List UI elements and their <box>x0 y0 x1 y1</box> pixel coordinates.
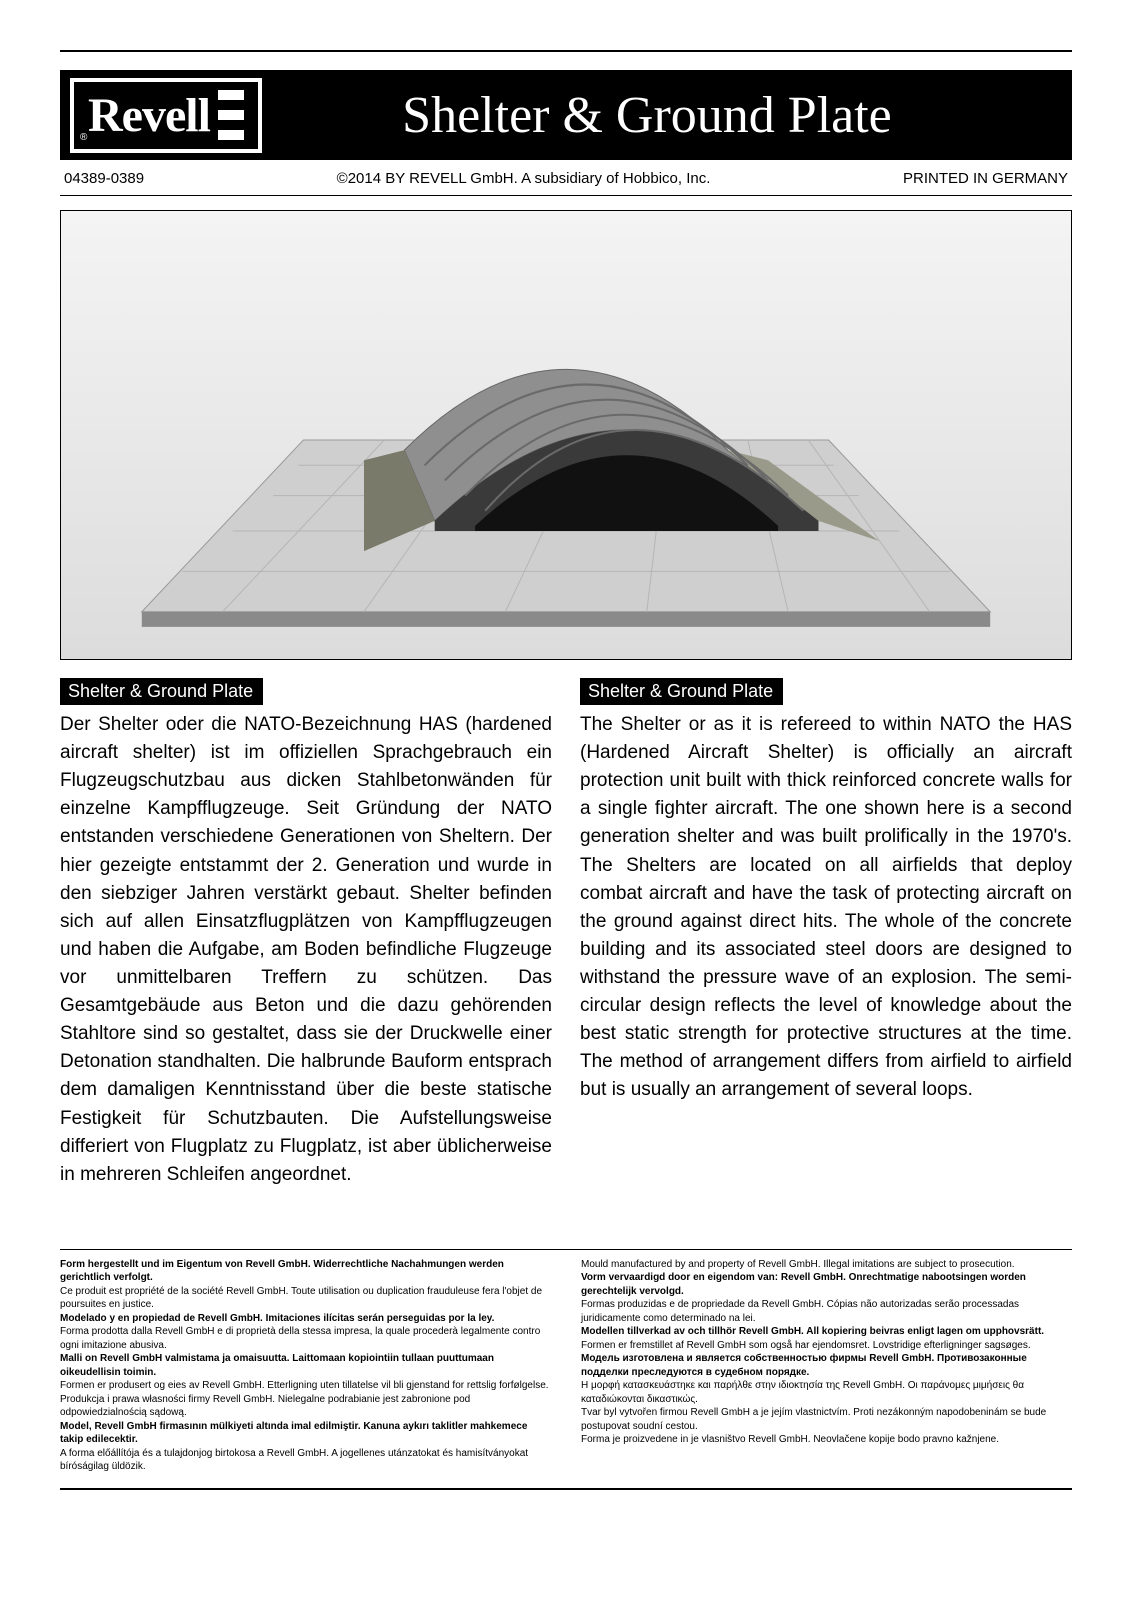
description-columns: Shelter & Ground Plate Der Shelter oder … <box>60 678 1072 1189</box>
logo-stripes-icon <box>218 90 244 140</box>
printed-in: PRINTED IN GERMANY <box>903 170 1068 187</box>
registered-mark: ® <box>80 132 87 143</box>
bottom-rule <box>60 1488 1072 1490</box>
column-body-en: The Shelter or as it is refereed to with… <box>580 711 1072 1105</box>
legal-block: Form hergestellt und im Eigentum von Rev… <box>60 1249 1072 1474</box>
column-english: Shelter & Ground Plate The Shelter or as… <box>580 678 1072 1189</box>
product-title: Shelter & Ground Plate <box>262 86 1052 145</box>
column-title-de: Shelter & Ground Plate <box>60 678 263 705</box>
meta-row: 04389-0389 ©2014 BY REVELL GmbH. A subsi… <box>60 160 1072 196</box>
column-body-de: Der Shelter oder die NATO-Bezeichnung HA… <box>60 711 552 1189</box>
legal-right: Mould manufactured by and property of Re… <box>581 1258 1072 1474</box>
shelter-illustration <box>61 211 1071 659</box>
top-rule <box>60 50 1072 52</box>
column-title-en: Shelter & Ground Plate <box>580 678 783 705</box>
instruction-sheet-page: ® Revell Shelter & Ground Plate 04389-03… <box>0 0 1132 1600</box>
copyright-line: ©2014 BY REVELL GmbH. A subsidiary of Ho… <box>337 170 711 187</box>
product-code: 04389-0389 <box>64 170 144 187</box>
header-band: ® Revell Shelter & Ground Plate <box>60 70 1072 160</box>
revell-logo: ® Revell <box>70 78 262 153</box>
logo-text: Revell <box>88 88 210 143</box>
legal-left: Form hergestellt und im Eigentum von Rev… <box>60 1258 551 1474</box>
hero-image <box>60 210 1072 660</box>
column-german: Shelter & Ground Plate Der Shelter oder … <box>60 678 552 1189</box>
